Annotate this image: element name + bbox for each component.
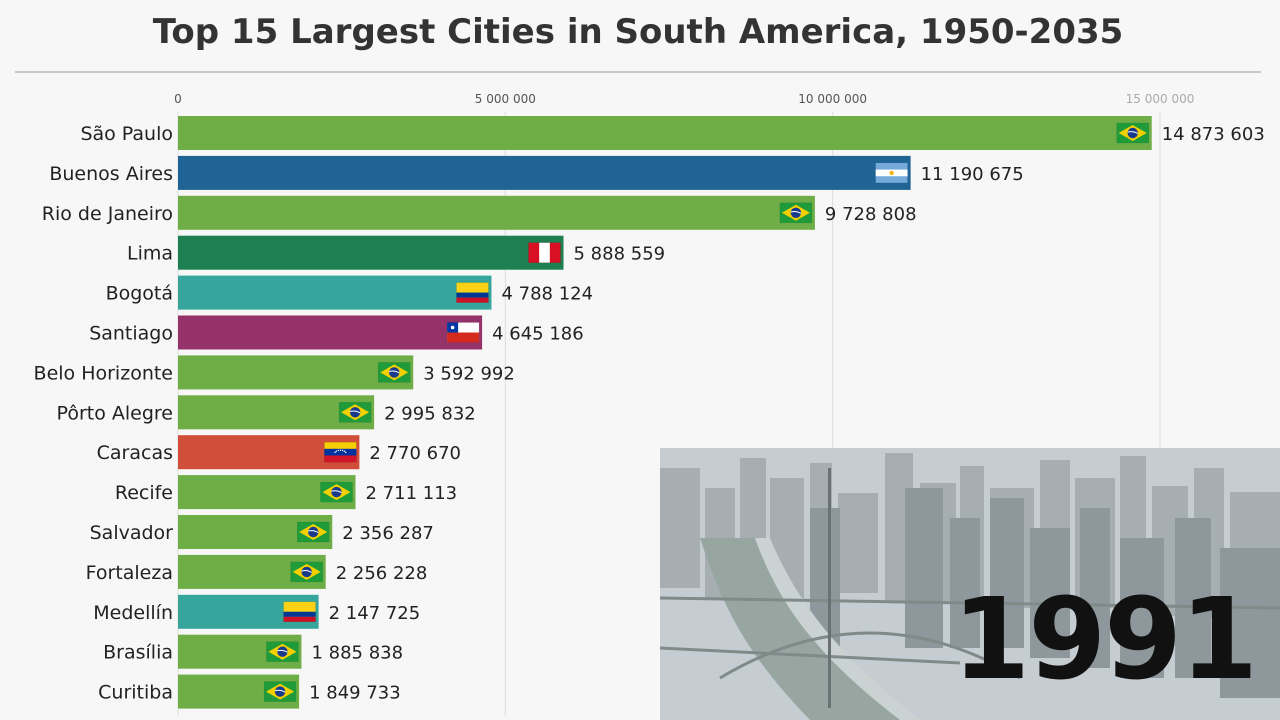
value-label: 2 147 725: [329, 603, 421, 624]
bar-row: Rio de Janeiro 9 728 808: [42, 195, 917, 230]
bar-row: Lima 5 888 559: [127, 235, 666, 270]
value-label: 4 645 186: [492, 324, 584, 345]
x-tick-label: 10 000 000: [798, 92, 867, 106]
value-label: 2 711 113: [365, 483, 457, 504]
title-divider: [15, 71, 1261, 73]
city-label: Curitiba: [98, 682, 173, 704]
value-label: 9 728 808: [825, 204, 917, 225]
city-label: Lima: [127, 243, 173, 265]
peru-flag-icon: [528, 242, 561, 263]
year-label: 1991: [952, 575, 1258, 705]
brazil-flag-icon: [266, 641, 299, 662]
bar: [178, 195, 815, 230]
bar-row: Buenos Aires 11 190 675: [49, 155, 1024, 190]
city-label: Pôrto Alegre: [57, 402, 173, 424]
bar-row: Recife 2 711 113: [115, 475, 457, 510]
bar: [178, 315, 483, 350]
value-label: 3 592 992: [423, 363, 515, 384]
bar-row: Santiago 4 645 186: [89, 315, 584, 350]
city-label: Fortaleza: [86, 562, 173, 584]
bar-row: São Paulo 14 873 603: [80, 116, 1265, 150]
x-tick-label: 0: [174, 92, 182, 106]
brazil-flag-icon: [338, 402, 372, 423]
colombia-flag-icon: [456, 282, 489, 303]
bar: [178, 116, 1152, 150]
value-label: 2 356 287: [342, 523, 434, 544]
city-skyline-photo: 1991: [660, 448, 1280, 720]
city-label: Medellín: [93, 602, 173, 624]
bar-row: Medellín 2 147 725: [93, 594, 421, 629]
city-label: Santiago: [89, 323, 173, 345]
bar-row: Caracas 2 770 670: [97, 435, 461, 470]
brazil-flag-icon: [290, 561, 323, 583]
city-label: Buenos Aires: [49, 163, 173, 185]
value-label: 11 190 675: [921, 164, 1024, 185]
brazil-flag-icon: [377, 362, 411, 383]
city-label: Brasília: [103, 642, 173, 664]
bar: [178, 355, 414, 390]
brazil-flag-icon: [779, 202, 813, 224]
brazil-flag-icon: [297, 521, 330, 543]
bar-row: Bogotá 4 788 124: [106, 275, 593, 310]
brazil-flag-icon: [1116, 122, 1149, 144]
bar: [178, 275, 492, 310]
x-tick-label: 5 000 000: [475, 92, 536, 106]
city-label: São Paulo: [80, 123, 173, 145]
bar-row: Brasília 1 885 838: [103, 634, 403, 669]
bar: [178, 235, 564, 270]
value-label: 14 873 603: [1162, 124, 1265, 145]
colombia-flag-icon: [283, 601, 316, 623]
city-label: Recife: [115, 482, 173, 504]
bar-row: Curitiba 1 849 733: [98, 674, 401, 709]
brazil-flag-icon: [263, 681, 297, 702]
value-label: 2 995 832: [384, 403, 476, 424]
value-label: 1 849 733: [309, 683, 401, 704]
value-label: 2 256 228: [336, 563, 428, 584]
skyline-illustration: [660, 448, 1280, 720]
city-label: Bogotá: [106, 283, 173, 305]
argentina-flag-icon: [875, 162, 908, 184]
bar: [178, 155, 911, 190]
brazil-flag-icon: [320, 481, 353, 503]
city-label: Caracas: [97, 442, 173, 464]
city-label: Rio de Janeiro: [42, 203, 173, 225]
city-label: Salvador: [90, 522, 174, 544]
x-tick-label: 15 000 000: [1126, 92, 1195, 106]
value-label: 2 770 670: [369, 443, 461, 464]
city-label: Belo Horizonte: [34, 362, 173, 384]
bar-row: Pôrto Alegre 2 995 832: [57, 395, 476, 430]
venezuela-flag-icon: [324, 441, 357, 463]
bar-row: Fortaleza 2 256 228: [86, 554, 428, 589]
bar-row: Salvador 2 356 287: [90, 515, 434, 549]
chart-title: Top 15 Largest Cities in South America, …: [152, 12, 1124, 52]
bar-row: Belo Horizonte 3 592 992: [34, 355, 515, 390]
value-label: 5 888 559: [574, 244, 666, 265]
value-label: 1 885 838: [311, 643, 403, 664]
value-label: 4 788 124: [501, 284, 593, 305]
chile-flag-icon: [446, 322, 480, 343]
